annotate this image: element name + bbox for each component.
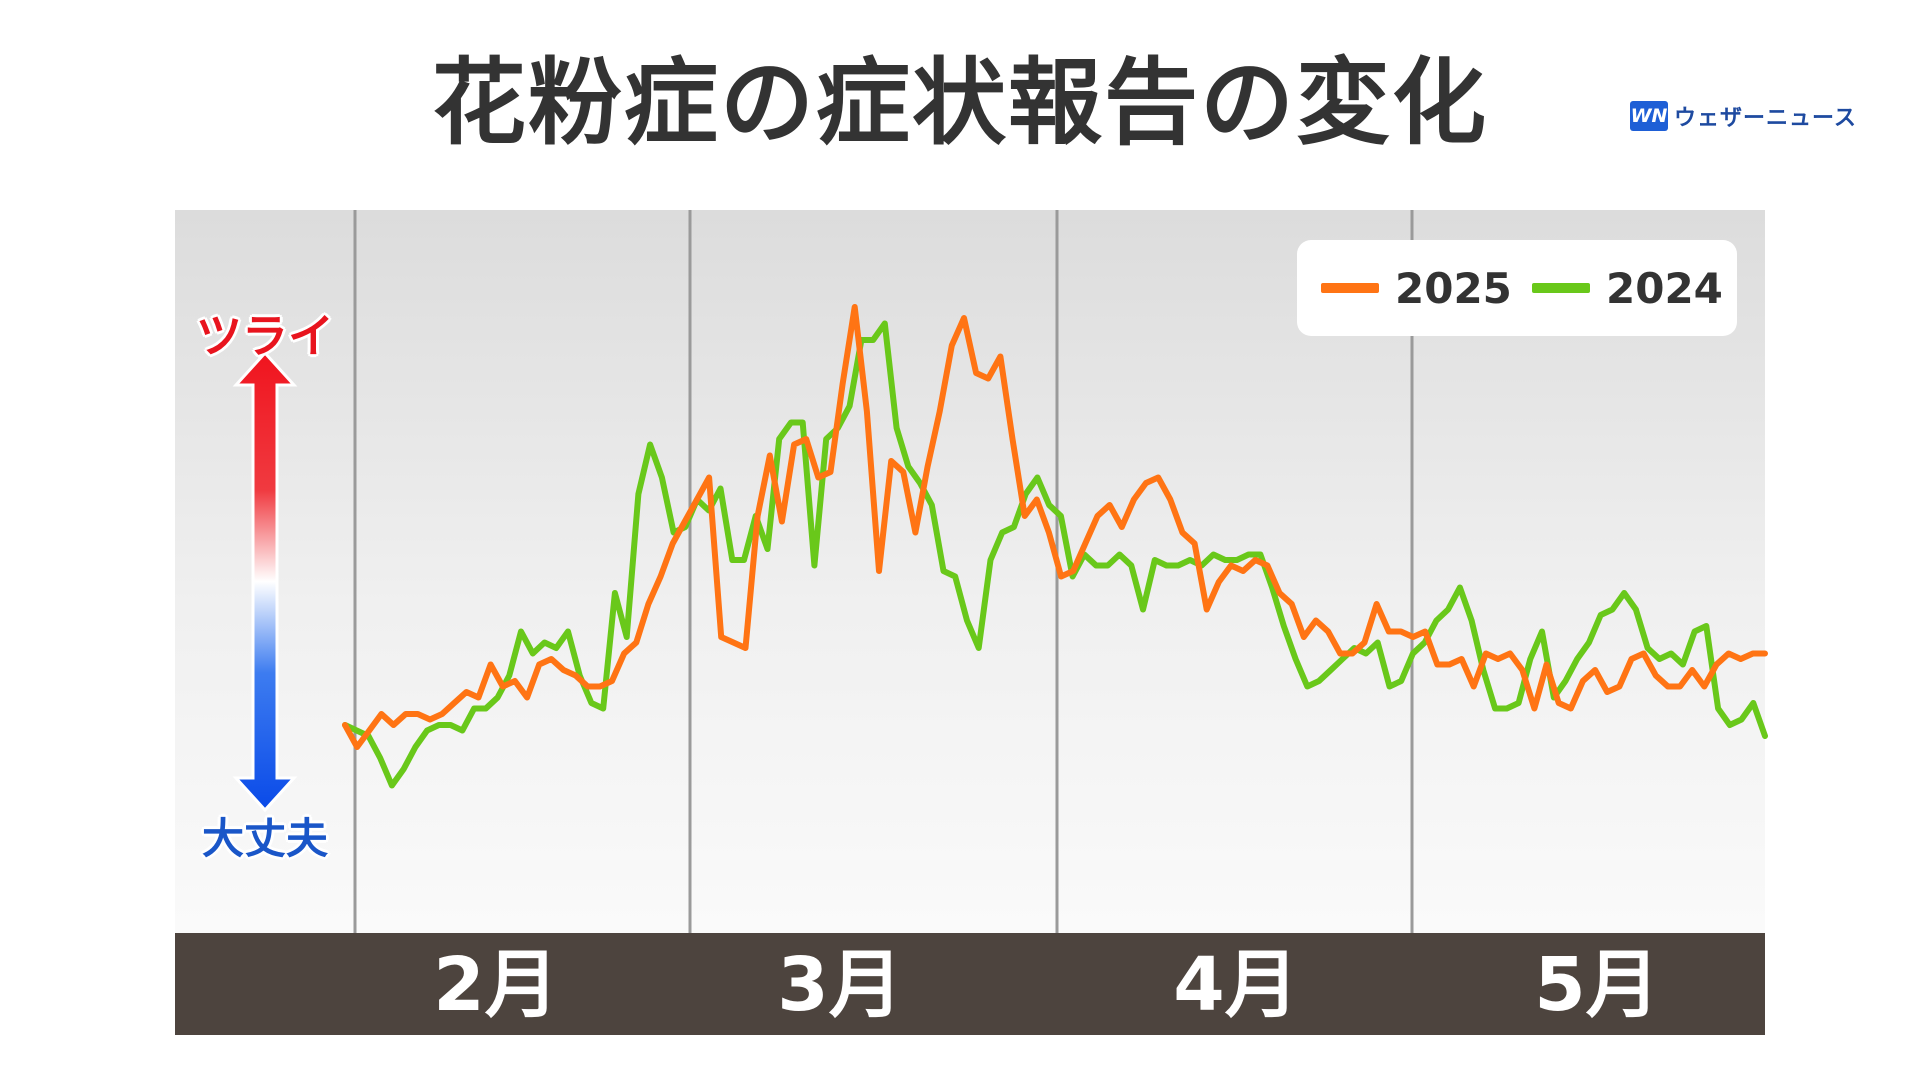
legend-item-2024: 2024 xyxy=(1532,240,1723,336)
series-lines xyxy=(342,304,1768,789)
legend: 2025 2024 xyxy=(1297,240,1737,336)
legend-item-2025: 2025 xyxy=(1321,240,1512,336)
legend-label-2024: 2024 xyxy=(1606,263,1723,313)
scale-arrow-icon xyxy=(232,350,298,813)
month-label-may: 5月 xyxy=(1534,942,1660,1028)
scale-arrow xyxy=(232,350,298,813)
month-label-apr: 4月 xyxy=(1173,942,1299,1028)
chart-title: 花粉症の症状報告の変化 xyxy=(431,49,1488,158)
series-line-2025 xyxy=(342,304,1768,750)
month-label-feb: 2月 xyxy=(433,942,559,1028)
legend-label-2025: 2025 xyxy=(1395,263,1512,313)
scale-bottom-label: 大丈夫 xyxy=(201,814,328,863)
scale-top-label: ツライ xyxy=(196,309,334,363)
x-axis-band xyxy=(175,933,1765,1035)
legend-swatch-2024 xyxy=(1532,283,1590,293)
brand-name: ウェザーニュース xyxy=(1674,106,1857,131)
weathernews-logo-icon: WN xyxy=(1630,101,1668,131)
brand: WN ウェザーニュース xyxy=(1630,98,1857,134)
month-separators xyxy=(353,210,1414,933)
legend-swatch-2025 xyxy=(1321,283,1379,293)
month-label-mar: 3月 xyxy=(777,942,903,1028)
